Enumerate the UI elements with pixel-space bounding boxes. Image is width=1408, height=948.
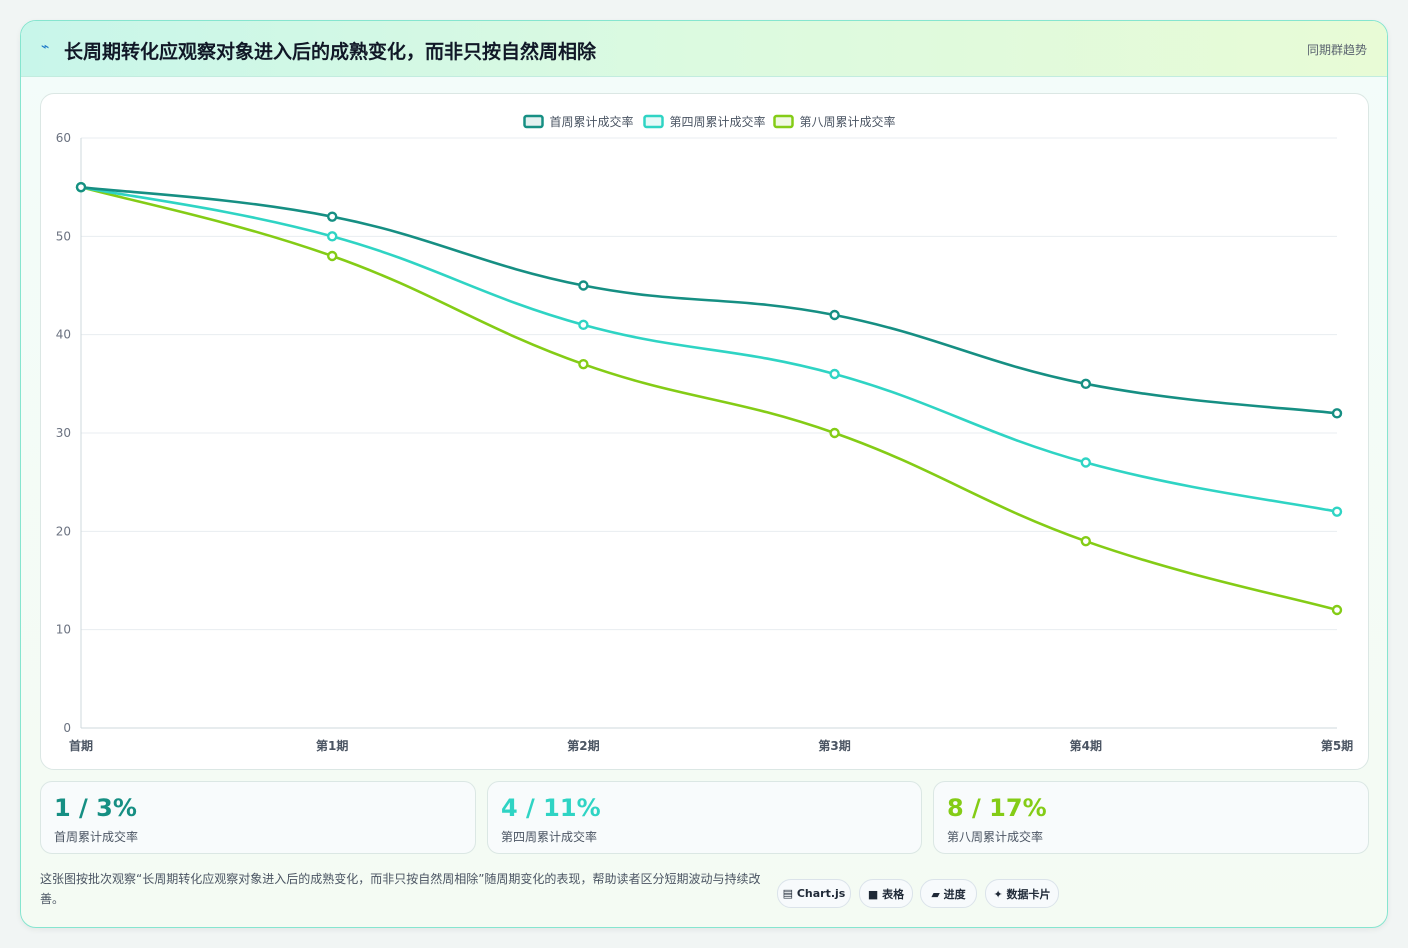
lightning-icon: ⌁ <box>41 39 50 55</box>
progress-pill[interactable]: ▰ 进度 <box>920 879 977 908</box>
card-tag: 同期群趋势 <box>1306 43 1367 57</box>
legend-swatch <box>643 114 664 129</box>
chartjs-pill[interactable]: ▤ Chart.js <box>777 879 851 908</box>
table-pill[interactable]: ■ 表格 <box>859 879 913 908</box>
card-header: ⌁ 长周期转化应观察对象进入后的成熟变化，而非只按自然周相除 同期群趋势 <box>21 21 1387 77</box>
data-point <box>1080 378 1092 390</box>
chart-card: ⌁ 长周期转化应观察对象进入后的成熟变化，而非只按自然周相除 同期群趋势 0 10… <box>20 20 1388 928</box>
kpi-label: 第四周累计成交率 <box>501 830 598 844</box>
legend-swatch <box>523 114 544 129</box>
data-card-pill[interactable]: ✦ 数据卡片 <box>985 879 1059 908</box>
legend-label: 第四周累计成交率 <box>670 114 766 129</box>
line-chart: 0 10 20 30 40 50 60 首期 第1期 第2期 第3期 第4期 第5期 首周累计成交率 第四周… <box>56 114 1353 753</box>
y-tick-label: 0 <box>63 721 71 735</box>
data-point <box>829 368 840 380</box>
data-point <box>578 319 589 331</box>
card-title: 长周期转化应观察对象进入后的成熟变化，而非只按自然周相除 <box>64 41 597 63</box>
data-point <box>327 250 338 262</box>
x-tick-label: 第1期 <box>316 738 348 753</box>
kpi-value: 8 / 17% <box>947 794 1047 822</box>
x-tick-label: 第5期 <box>1321 738 1353 753</box>
data-point <box>327 231 338 242</box>
legend-label: 首周累计成交率 <box>550 114 634 129</box>
y-tick-label: 10 <box>56 623 71 637</box>
legend-swatch <box>773 114 794 129</box>
kpi-card-fourth-week: 4 / 11% 第四周累计成交率 <box>487 781 922 854</box>
x-tick-label: 首期 <box>69 738 93 753</box>
chart-description: 这张图按批次观察“长周期转化应观察对象进入后的成熟变化，而非只按自然周相除”随周… <box>40 872 761 906</box>
y-tick-label: 60 <box>56 131 71 145</box>
data-point <box>1080 457 1092 468</box>
data-point <box>829 427 840 439</box>
kpi-card-first-week: 1 / 3% 首周累计成交率 <box>40 781 476 854</box>
legend-label: 第八周累计成交率 <box>800 114 896 129</box>
data-point <box>1331 506 1343 517</box>
y-tick-label: 30 <box>56 426 71 440</box>
x-tick-label: 第2期 <box>567 738 599 753</box>
kpi-value: 4 / 11% <box>501 794 601 822</box>
data-point <box>327 211 338 222</box>
series-line <box>80 185 1338 612</box>
y-tick-label: 50 <box>56 229 71 243</box>
kpi-label: 首周累计成交率 <box>54 830 139 844</box>
series-line <box>80 185 1338 415</box>
data-point <box>1080 535 1092 547</box>
y-tick-label: 20 <box>56 524 71 538</box>
data-point <box>1331 604 1343 616</box>
data-point <box>578 358 589 370</box>
kpi-value: 1 / 3% <box>54 794 137 822</box>
data-point <box>829 309 840 321</box>
x-tick-label: 第3期 <box>818 738 850 753</box>
y-tick-label: 40 <box>56 328 71 342</box>
kpi-label: 第八周累计成交率 <box>947 830 1044 844</box>
data-point <box>75 181 87 193</box>
data-point <box>1331 408 1343 419</box>
data-point <box>578 280 589 291</box>
chart-panel: 0 10 20 30 40 50 60 首期 第1期 第2期 第3期 第4期 第5期 首周累计成交率 第四周… <box>40 93 1369 770</box>
series-line <box>80 185 1338 513</box>
x-tick-label: 第4期 <box>1070 738 1102 753</box>
kpi-card-eighth-week: 8 / 17% 第八周累计成交率 <box>933 781 1369 854</box>
